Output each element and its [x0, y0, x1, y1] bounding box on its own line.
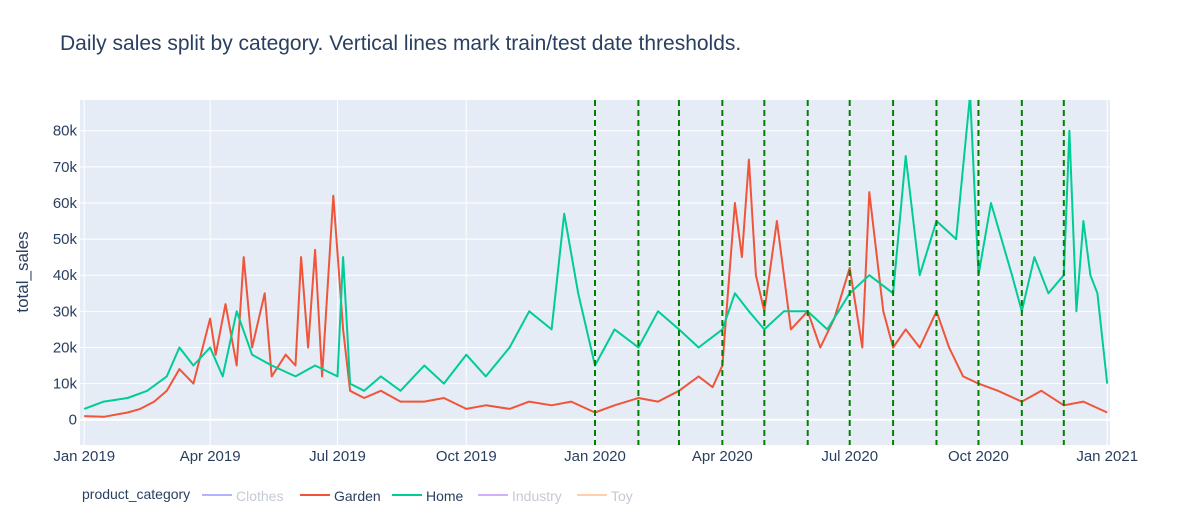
y-axis: 0 10k 20k 30k 40k 50k 60k 70k 80k [53, 123, 78, 429]
x-tick-label: Jan 2019 [53, 448, 115, 465]
y-axis-title: total_sales [13, 231, 32, 312]
legend-label: Home [426, 488, 464, 504]
y-tick-label: 20k [53, 339, 78, 356]
x-tick-label: Apr 2020 [692, 448, 753, 465]
legend-label: Clothes [236, 488, 283, 504]
x-tick-label: Jan 2020 [564, 448, 626, 465]
y-tick-label: 50k [53, 231, 78, 248]
y-tick-label: 80k [53, 123, 78, 140]
y-tick-label: 10k [53, 376, 78, 393]
legend-label: Toy [611, 488, 633, 504]
y-tick-label: 30k [53, 303, 78, 320]
y-tick-label: 0 [69, 412, 77, 429]
legend-label: Garden [334, 488, 381, 504]
series-line-garden [84, 158, 1108, 418]
series-layer [83, 100, 1109, 418]
y-tick-label: 60k [53, 195, 78, 212]
series-line-home [83, 100, 1109, 410]
legend-item-garden[interactable]: Garden [300, 488, 381, 504]
legend-item-home[interactable]: Home [392, 488, 464, 504]
x-tick-label: Jan 2021 [1076, 448, 1138, 465]
x-tick-label: Jul 2020 [821, 448, 878, 465]
x-tick-label: Apr 2019 [180, 448, 241, 465]
legend-item-industry[interactable]: Industry [478, 488, 562, 504]
legend-label: Industry [512, 488, 562, 504]
y-tick-label: 70k [53, 159, 78, 176]
x-tick-label: Oct 2019 [436, 448, 497, 465]
x-axis: Jan 2019 Apr 2019 Jul 2019 Oct 2019 Jan 2020… [53, 448, 1138, 465]
legend-item-toy[interactable]: Toy [577, 488, 633, 504]
legend-item-clothes[interactable]: Clothes [202, 488, 283, 504]
y-tick-label: 40k [53, 267, 78, 284]
chart-title: Daily sales split by category. Vertical … [60, 32, 741, 55]
x-tick-label: Oct 2020 [948, 448, 1009, 465]
threshold-layer [594, 100, 1065, 445]
legend-title: product_category [82, 486, 190, 502]
x-tick-label: Jul 2019 [309, 448, 366, 465]
legend: product_category Clothes Garden Home Indust… [82, 486, 633, 504]
